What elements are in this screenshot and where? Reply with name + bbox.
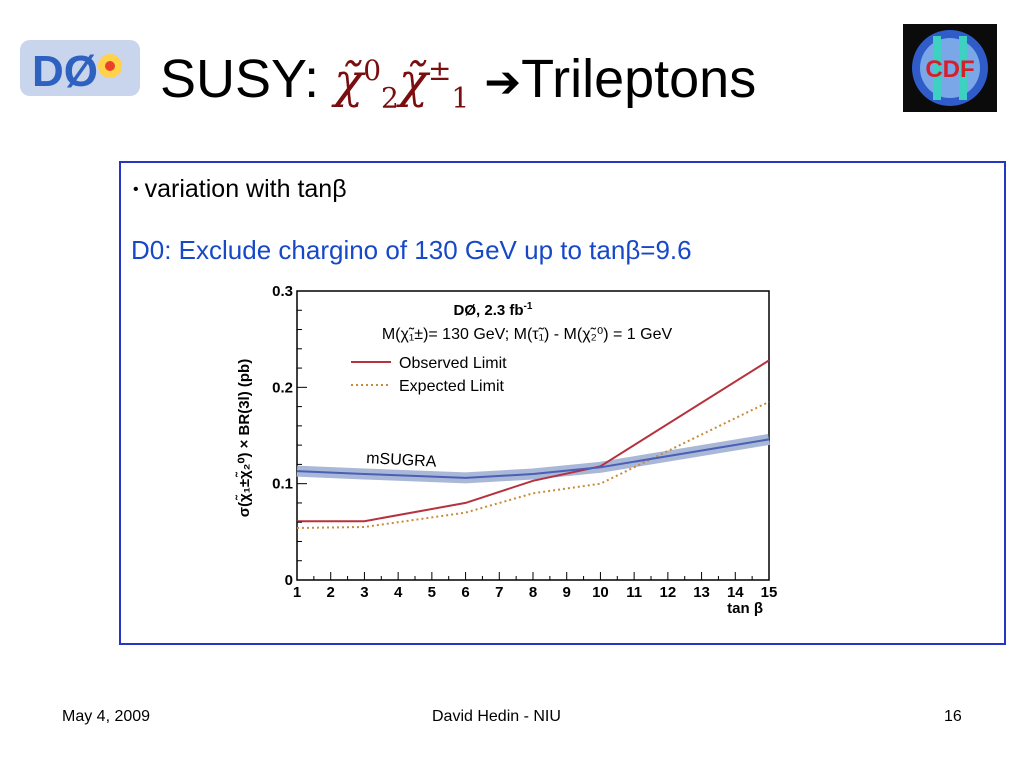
page-title: SUSY: χ̃02χ̃±1 ➔Trileptons: [160, 36, 756, 134]
series-line-expected: [296, 400, 770, 529]
cdf-logo-text: CDF: [925, 56, 974, 83]
y-tick-label: 0.3: [272, 283, 293, 300]
x-tick-label: 4: [394, 584, 403, 601]
d0-logo-text: DØ: [32, 47, 98, 96]
legend-label-expected: Expected Limit: [399, 378, 504, 395]
cdf-logo-bar-right: [959, 36, 967, 100]
series-layer: [296, 359, 770, 529]
plot-condition: M(χ̃₁±)= 130 GeV; M(τ̃₁) - M(χ̃₂⁰) = 1 G…: [382, 326, 673, 343]
title-chargino-sup: ±: [427, 54, 452, 87]
plot-title-sup: -1: [524, 301, 533, 312]
plot-frame: [296, 290, 770, 581]
x-axis-label: tan β: [727, 600, 763, 617]
x-tick-label: 5: [428, 584, 436, 601]
x-tick-label: 6: [461, 584, 469, 601]
title-prefix: SUSY:: [160, 49, 320, 109]
x-tick-label: 12: [660, 584, 677, 601]
footer-page-number: 16: [944, 708, 962, 725]
bullet-text: variation with tanβ: [144, 175, 347, 203]
cdf-logo-bar-left: [933, 36, 941, 100]
arrow-icon: ➔: [484, 57, 522, 108]
title-chargino-symbol: χ̃: [398, 53, 428, 109]
x-tick-label: 14: [727, 584, 744, 601]
d0-logo-flare-core: [105, 61, 115, 71]
footer-date: May 4, 2009: [62, 708, 151, 725]
x-tick-label: 1: [293, 584, 301, 601]
x-tick-label: 8: [529, 584, 537, 601]
y-axis-label: σ(χ̃₁±χ̃₂⁰) × BR(3l) (pb): [235, 359, 253, 517]
series-line-msugra: [296, 438, 770, 479]
x-tick-label: 15: [761, 584, 778, 601]
title-chargino: χ̃±1: [398, 53, 469, 115]
d0-logo: DØ: [20, 40, 140, 96]
x-tick-label: 7: [495, 584, 503, 601]
title-suffix: Trileptons: [521, 49, 757, 109]
x-tick-label: 10: [592, 584, 609, 601]
content-box: • variation with tanβ D0: Exclude chargin…: [119, 161, 1006, 645]
y-tick-label: 0: [285, 572, 293, 589]
y-tick-label: 0.2: [272, 379, 293, 396]
msugra-label: mSUGRA: [366, 450, 437, 471]
bullet-item: • variation with tanβ: [133, 175, 347, 204]
title-neutralino: χ̃02: [334, 53, 399, 115]
cdf-logo: CDF: [903, 24, 997, 112]
footer-author: David Hedin - NIU: [432, 708, 561, 725]
title-row: DØ SUSY: χ̃02χ̃±1 ➔Trileptons CDF: [0, 0, 1024, 140]
x-tick-label: 13: [693, 584, 710, 601]
title-neutralino-sub: 2: [381, 81, 399, 115]
title-neutralino-sup: 0: [363, 54, 382, 87]
x-tick-label: 9: [563, 584, 571, 601]
series-line-observed: [297, 359, 770, 523]
legend-label-observed: Observed Limit: [399, 355, 507, 372]
x-tick-label: 2: [327, 584, 335, 601]
subheading: D0: Exclude chargino of 130 GeV up to ta…: [131, 235, 692, 265]
title-neutralino-symbol: χ̃: [334, 53, 364, 109]
plot-title-text: DØ, 2.3 fb: [454, 302, 524, 319]
y-tick-label: 0.1: [272, 476, 293, 493]
x-tick-label: 11: [626, 584, 642, 601]
plot-title: DØ, 2.3 fb-1: [454, 301, 533, 319]
x-tick-label: 3: [360, 584, 368, 601]
bullet-dot: •: [133, 181, 139, 199]
title-chargino-sub: 1: [451, 81, 470, 115]
